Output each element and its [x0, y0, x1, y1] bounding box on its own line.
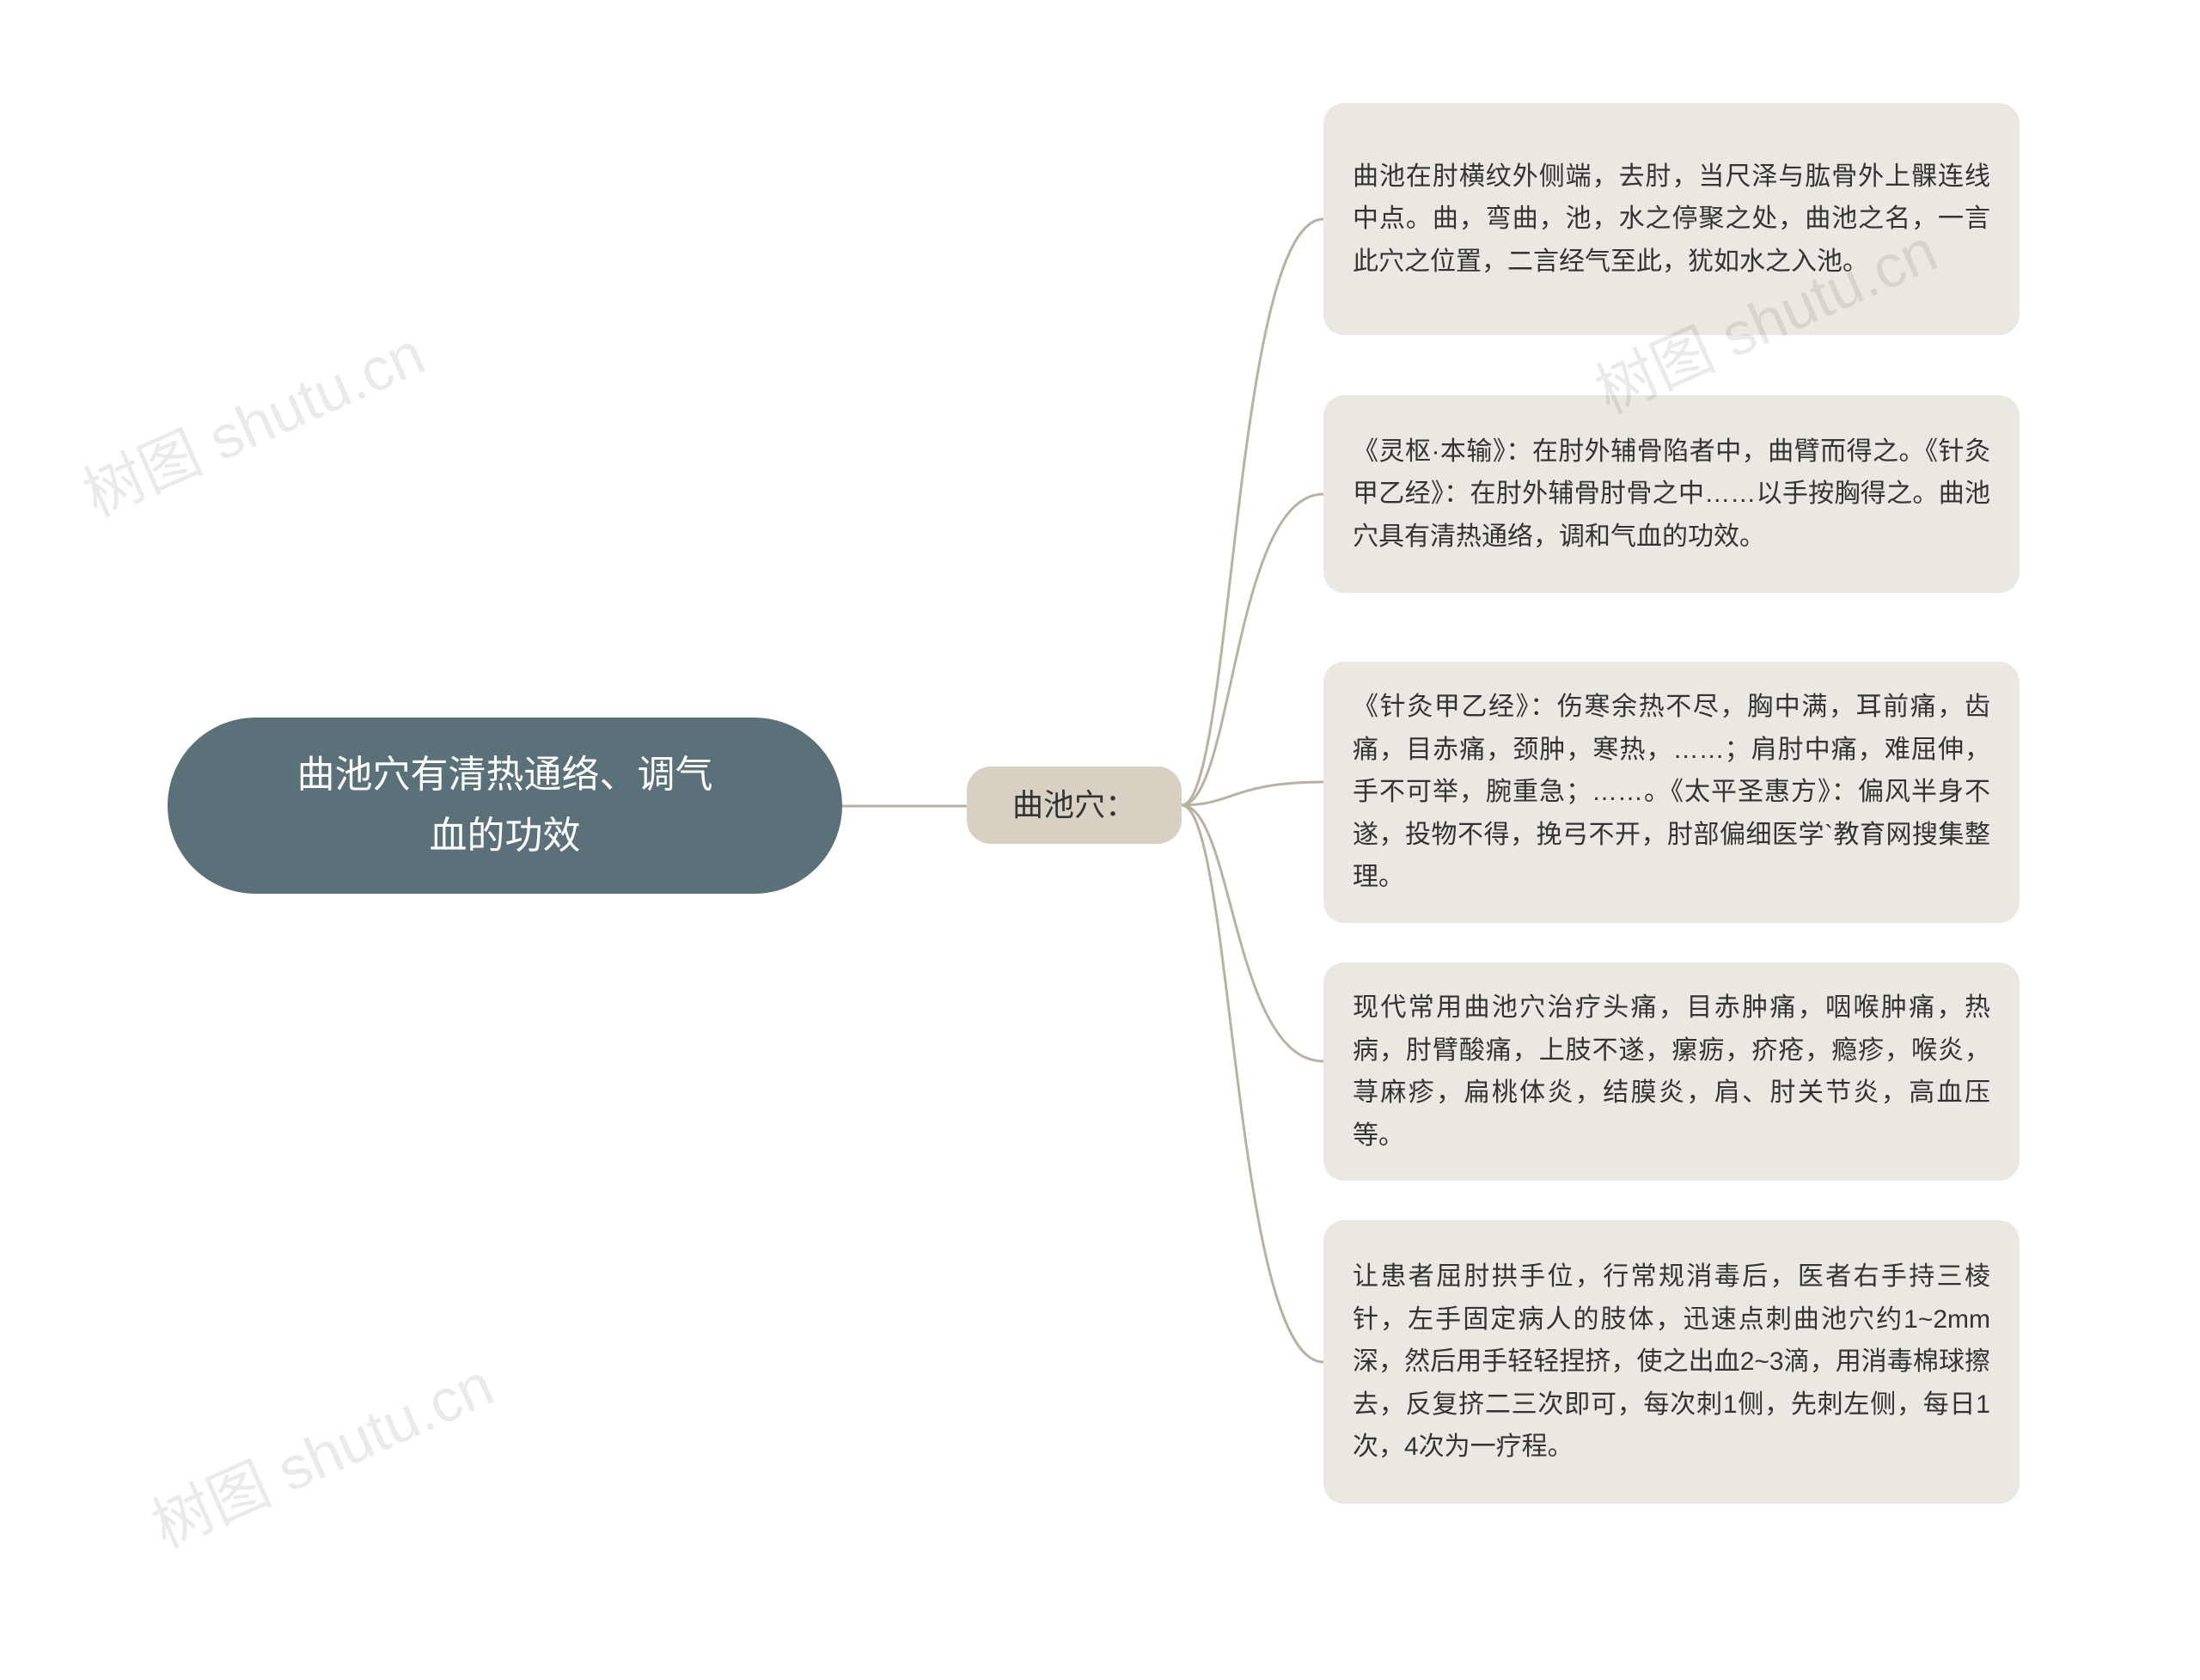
watermark: 树图 shutu.cn — [137, 1337, 504, 1565]
leaf-node-text: 现代常用曲池穴治疗头痛，目赤肿痛，咽喉肿痛，热病，肘臂酸痛，上肢不遂，瘰疬，疥疮… — [1353, 987, 1990, 1157]
mid-node[interactable]: 曲池穴： — [967, 767, 1182, 844]
leaf-node-text: 让患者屈肘拱手位，行常规消毒后，医者右手持三棱针，左手固定病人的肢体，迅速点刺曲… — [1353, 1255, 1990, 1469]
leaf-node-2[interactable]: 《针灸甲乙经》：伤寒余热不尽，胸中满，耳前痛，齿痛，目赤痛，颈肿，寒热，……；肩… — [1323, 662, 2020, 923]
leaf-node-4[interactable]: 让患者屈肘拱手位，行常规消毒后，医者右手持三棱针，左手固定病人的肢体，迅速点刺曲… — [1323, 1220, 2020, 1504]
root-node[interactable]: 曲池穴有清热通络、调气 血的功效 — [168, 718, 842, 894]
leaf-node-1[interactable]: 《灵枢·本输》：在肘外辅骨陷者中，曲臂而得之。《针灸甲乙经》：在肘外辅骨肘骨之中… — [1323, 395, 2020, 593]
mid-node-label: 曲池穴： — [1012, 780, 1136, 830]
leaf-node-text: 《灵枢·本输》：在肘外辅骨陷者中，曲臂而得之。《针灸甲乙经》：在肘外辅骨肘骨之中… — [1353, 431, 1990, 559]
watermark: 树图 shutu.cn — [68, 306, 436, 534]
leaf-node-3[interactable]: 现代常用曲池穴治疗头痛，目赤肿痛，咽喉肿痛，热病，肘臂酸痛，上肢不遂，瘰疬，疥疮… — [1323, 962, 2020, 1181]
leaf-node-text: 《针灸甲乙经》：伤寒余热不尽，胸中满，耳前痛，齿痛，目赤痛，颈肿，寒热，……；肩… — [1353, 686, 1990, 899]
mindmap-canvas: 曲池穴有清热通络、调气 血的功效 曲池穴： 曲池在肘横纹外侧端，去肘，当尺泽与肱… — [0, 0, 2200, 1680]
root-node-label: 曲池穴有清热通络、调气 血的功效 — [297, 745, 713, 866]
